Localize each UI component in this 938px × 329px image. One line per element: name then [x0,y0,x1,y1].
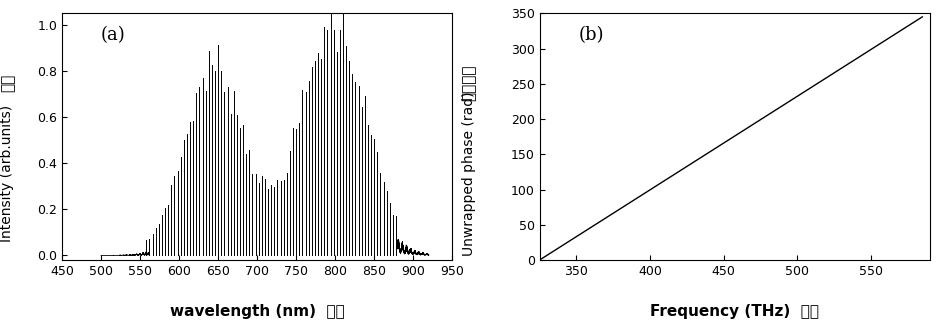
Text: (a): (a) [101,26,126,44]
Text: (b): (b) [579,26,604,44]
Text: wavelength (nm)  波长: wavelength (nm) 波长 [170,304,344,319]
Text: Frequency (THz)  频率: Frequency (THz) 频率 [650,304,819,319]
Text: Intensity (arb.units): Intensity (arb.units) [1,105,14,242]
Text: 光强: 光强 [0,73,15,91]
Text: 展开相位: 展开相位 [461,64,477,101]
Text: Unwrapped phase (rad): Unwrapped phase (rad) [462,91,477,256]
